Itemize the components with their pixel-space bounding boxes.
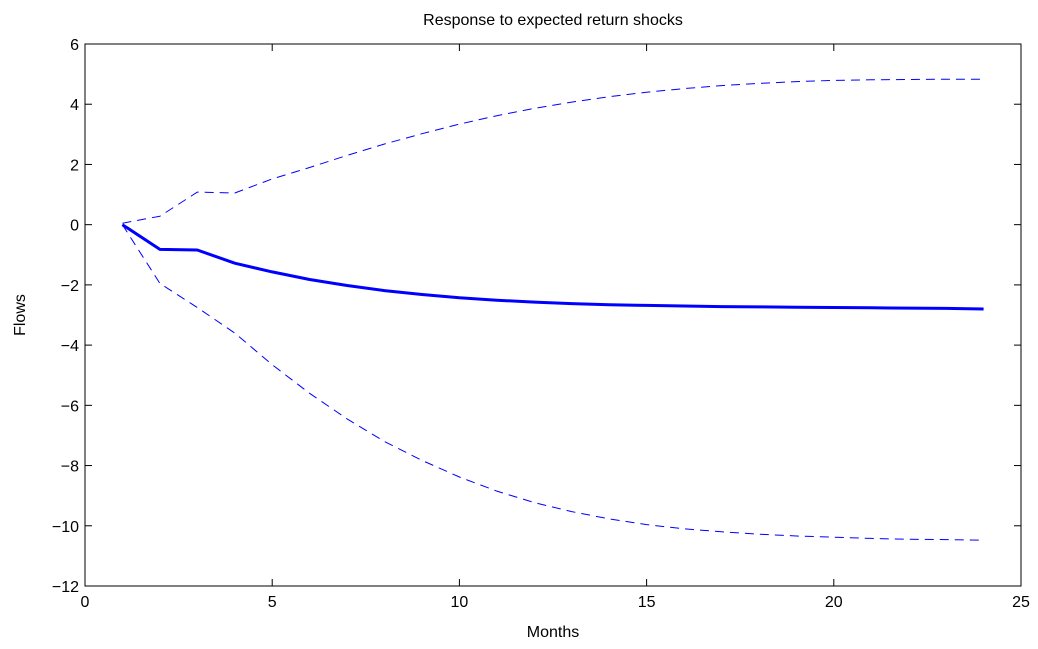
chart-title: Response to expected return shocks xyxy=(423,12,683,29)
y-tick-label: −4 xyxy=(61,338,79,355)
y-tick-label: −2 xyxy=(61,278,79,295)
x-tick-label: 10 xyxy=(451,594,469,611)
y-tick-label: −6 xyxy=(61,398,79,415)
series-layer xyxy=(121,78,984,541)
x-tick-label: 0 xyxy=(81,594,90,611)
ticks-layer: 0 5 10 15 20 25 −12 −10 −8 −6 −4 −2 0 2 4 6 xyxy=(52,37,1030,611)
y-tick-label: 4 xyxy=(70,97,79,114)
series-line-response xyxy=(121,223,984,311)
y-tick-label: 0 xyxy=(70,218,79,235)
y-tick-label: −12 xyxy=(52,579,79,596)
y-tick-label: −8 xyxy=(61,459,79,476)
y-tick-label: −10 xyxy=(52,519,79,536)
y-tick-label: 2 xyxy=(70,157,79,174)
x-tick-label: 25 xyxy=(1012,594,1030,611)
x-tick-label: 15 xyxy=(638,594,656,611)
y-tick-label: 6 xyxy=(70,37,79,54)
x-tick-label: 5 xyxy=(268,594,277,611)
series-line-lower-band xyxy=(121,224,984,541)
x-tick-label: 20 xyxy=(825,594,843,611)
series-line-upper-band xyxy=(122,78,984,224)
x-axis-title: Months xyxy=(527,624,579,641)
plot-frame xyxy=(84,43,1022,587)
y-axis-title: Flows xyxy=(12,294,29,336)
